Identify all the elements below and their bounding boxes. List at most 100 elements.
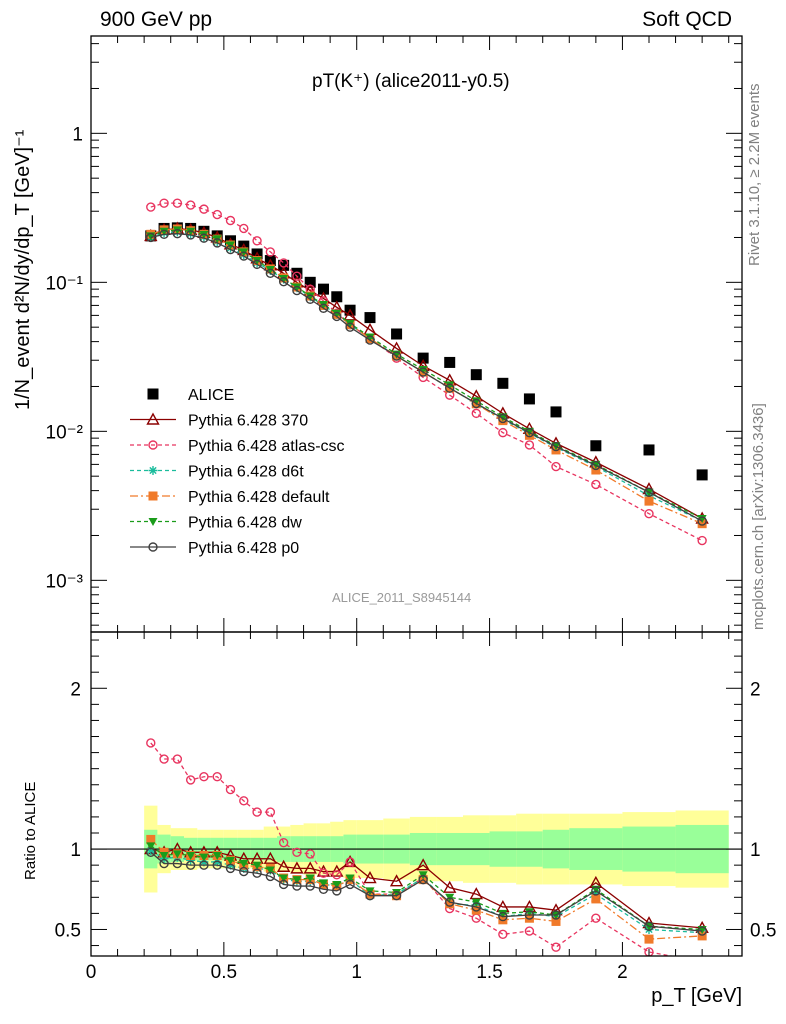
y-tick-label: 10⁻² <box>46 422 84 443</box>
data-point <box>226 860 235 870</box>
legend: ALICE Pythia 6.428 370 Pythia 6.428 atlas-… <box>130 387 345 557</box>
data-point <box>225 863 236 874</box>
legend-item-pythia-6-428-370: Pythia 6.428 370 <box>130 413 308 430</box>
data-point <box>159 229 169 240</box>
data-point <box>644 496 654 506</box>
data-point <box>698 958 706 966</box>
data-point <box>225 784 236 795</box>
data-point <box>469 887 483 900</box>
data-point <box>252 236 262 246</box>
data-point <box>199 860 209 870</box>
data-point <box>591 886 601 896</box>
data-point <box>331 291 343 303</box>
data-point <box>551 441 561 452</box>
series-pythia-6-428-p0 <box>146 229 707 526</box>
data-point <box>445 381 455 390</box>
data-point <box>471 408 481 419</box>
data-point <box>318 884 329 894</box>
ratio-y-tick-label-right: 2 <box>750 679 761 700</box>
data-point <box>591 479 601 490</box>
x-tick-label: 0.5 <box>211 962 237 983</box>
data-point <box>239 223 249 234</box>
data-point <box>551 916 561 926</box>
data-point <box>199 857 209 867</box>
data-point <box>445 383 455 393</box>
data-point <box>292 271 302 281</box>
data-point <box>498 413 508 424</box>
category-label: Soft QCD <box>642 8 732 31</box>
data-point <box>332 886 342 896</box>
data-point <box>591 913 601 923</box>
data-point <box>146 846 156 856</box>
data-point <box>290 861 304 874</box>
data-point <box>445 897 455 907</box>
legend-label: Pythia 6.428 dw <box>188 515 302 532</box>
data-point <box>278 879 289 890</box>
data-point <box>148 491 158 501</box>
data-point <box>697 926 707 936</box>
data-point <box>591 894 601 904</box>
series-line <box>150 233 703 522</box>
data-point <box>363 871 377 884</box>
data-point <box>418 367 428 377</box>
legend-label: Pythia 6.428 p0 <box>188 540 299 557</box>
data-point <box>278 837 289 848</box>
data-point <box>551 942 561 952</box>
data-point <box>279 874 289 883</box>
ratio-frame <box>90 631 743 957</box>
data-point <box>186 852 196 861</box>
data-point <box>498 929 508 939</box>
data-point <box>212 852 222 861</box>
data-point <box>304 276 316 288</box>
data-point <box>471 902 481 912</box>
data-point <box>212 238 222 248</box>
axes-frames <box>90 35 743 957</box>
legend-label: Pythia 6.428 370 <box>188 413 308 430</box>
data-point <box>443 880 457 893</box>
y-tick-label: 10⁻¹ <box>46 273 84 294</box>
data-point <box>392 888 402 897</box>
data-point <box>172 850 182 859</box>
x-tick-label: 2 <box>617 962 628 983</box>
data-point <box>418 874 428 885</box>
data-point <box>186 227 196 236</box>
axis-ticks: 0 0.5 1 1.5 210⁻³10⁻²10⁻¹10.5 0.51 12 2 <box>46 36 776 983</box>
data-point <box>345 857 355 867</box>
data-point <box>185 775 196 785</box>
ratio-series-group <box>144 738 709 966</box>
data-point <box>278 259 290 271</box>
data-point <box>316 864 331 877</box>
data-point <box>199 772 209 782</box>
data-point <box>265 871 276 882</box>
data-point <box>332 880 342 889</box>
ratio-y-tick-label: 2 <box>70 679 81 700</box>
data-point <box>212 857 222 867</box>
data-point <box>345 879 355 890</box>
data-point <box>159 754 169 764</box>
y-tick-label: 1 <box>72 124 83 145</box>
legend-item-pythia-6-428-default: Pythia 6.428 default <box>130 489 330 506</box>
series-line <box>150 850 703 934</box>
data-point <box>318 283 329 295</box>
data-point <box>146 232 156 243</box>
data-point <box>643 444 655 456</box>
data-point <box>199 233 209 243</box>
data-point <box>417 352 429 364</box>
y-axis-label: 1/N_event d²N/dy/dp_T [GeV]⁻¹ <box>12 129 34 410</box>
data-point <box>305 294 315 304</box>
data-point <box>644 509 654 519</box>
data-point <box>444 356 456 368</box>
data-point <box>146 842 156 851</box>
legend-label: Pythia 6.428 default <box>188 489 330 506</box>
data-point <box>252 807 262 817</box>
series-line <box>150 845 703 931</box>
data-point <box>292 881 302 891</box>
data-point <box>644 487 654 497</box>
data-point <box>445 899 455 909</box>
data-point <box>365 891 375 901</box>
data-point <box>148 542 158 552</box>
data-point <box>305 849 315 859</box>
data-point <box>146 834 156 844</box>
data-point <box>591 460 601 471</box>
data-point <box>391 351 402 361</box>
